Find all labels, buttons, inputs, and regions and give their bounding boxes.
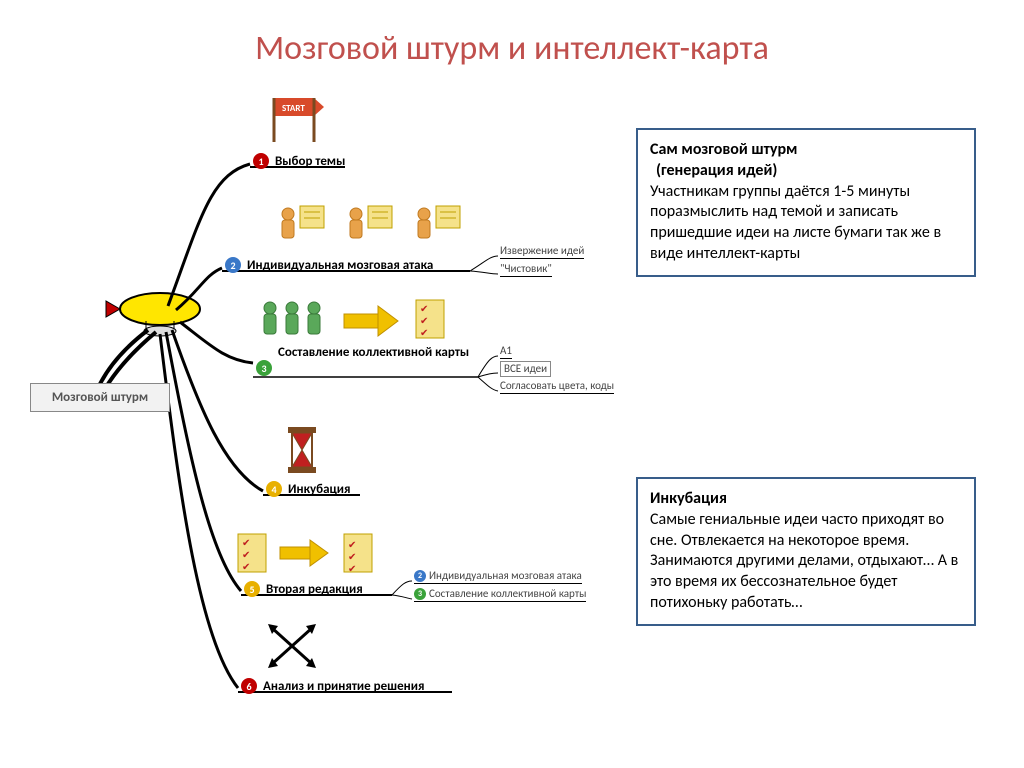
branch-5-sub-1-label: Индивидуальная мозговая атака	[429, 569, 582, 582]
svg-text:✔: ✔	[420, 326, 428, 339]
svg-text:✔: ✔	[242, 560, 250, 573]
branch-5-sub-1: 2Индивидуальная мозговая атака	[414, 569, 582, 584]
branch-3-sub-2: ВСЕ идеи	[500, 361, 551, 377]
branch-6-badge: 6	[241, 678, 257, 694]
infobox-1-subtitle: (генерация идей)	[656, 161, 777, 180]
branch-2-sub-1: Извержение идей	[500, 244, 584, 259]
branch-5-sub-2: 3Составление коллективной карты	[414, 587, 586, 602]
branch-4: 4 Инкубация	[266, 481, 351, 497]
infobox-2-title: Инкубация	[650, 489, 727, 508]
branch-3-badge: 3	[256, 360, 272, 376]
branch-2: 2 Индивидуальная мозговая атака	[225, 257, 433, 273]
list-arrow-list-icon: ✔ ✔ ✔ ✔ ✔ ✔	[236, 530, 406, 583]
infobox-2-body: Самые гениальные идеи часто приходят во …	[650, 510, 962, 614]
cross-arrows-icon	[266, 622, 320, 677]
start-flag-icon: START	[268, 90, 328, 151]
branch-5-sub-2-label: Составление коллективной карты	[429, 587, 586, 600]
branch-3-sub-1: А1	[500, 344, 512, 359]
branch-5-sub-1-badge: 2	[414, 570, 426, 582]
branch-6: 6 Анализ и принятие решения	[241, 678, 424, 694]
branch-2-label: Индивидуальная мозговая атака	[247, 258, 433, 273]
branch-1-label: Выбор темы	[275, 154, 345, 169]
infobox-1-title: Сам мозговой штурм	[650, 140, 797, 159]
branch-1-badge: 1	[253, 153, 269, 169]
branch-2-sub-2: "Чистовик"	[500, 262, 552, 277]
branch-5-badge: 5	[244, 581, 260, 597]
svg-text:START: START	[282, 103, 305, 114]
people-arrow-list-icon: ✔ ✔ ✔	[258, 296, 478, 351]
infobox-incubation: Инкубация Самые гениальные идеи часто пр…	[636, 477, 976, 626]
branch-5-label: Вторая редакция	[266, 582, 363, 597]
branch-3-sub-3: Согласовать цвета, коды	[500, 379, 614, 394]
branch-4-label: Инкубация	[288, 482, 351, 497]
branch-6-label: Анализ и принятие решения	[263, 679, 424, 694]
infobox-1-body: Участникам группы даётся 1-5 минуты пора…	[650, 182, 962, 265]
svg-text:✔: ✔	[348, 562, 356, 575]
branch-5: 5 Вторая редакция	[244, 581, 363, 597]
branch-5-sub-2-badge: 3	[414, 588, 426, 600]
branch-2-badge: 2	[225, 257, 241, 273]
branch-4-badge: 4	[266, 481, 282, 497]
infobox-brainstorm: Сам мозговой штурм (генерация идей) Учас…	[636, 128, 976, 277]
root-node-label: Мозговой штурм	[30, 383, 170, 412]
branch-3: 3 Составление коллективной карты	[256, 346, 478, 376]
branch-1: 1 Выбор темы	[253, 153, 345, 169]
branch-3-label: Составление коллективной карты	[278, 346, 478, 360]
hourglass-icon	[284, 425, 324, 482]
three-people-icon	[270, 200, 470, 257]
